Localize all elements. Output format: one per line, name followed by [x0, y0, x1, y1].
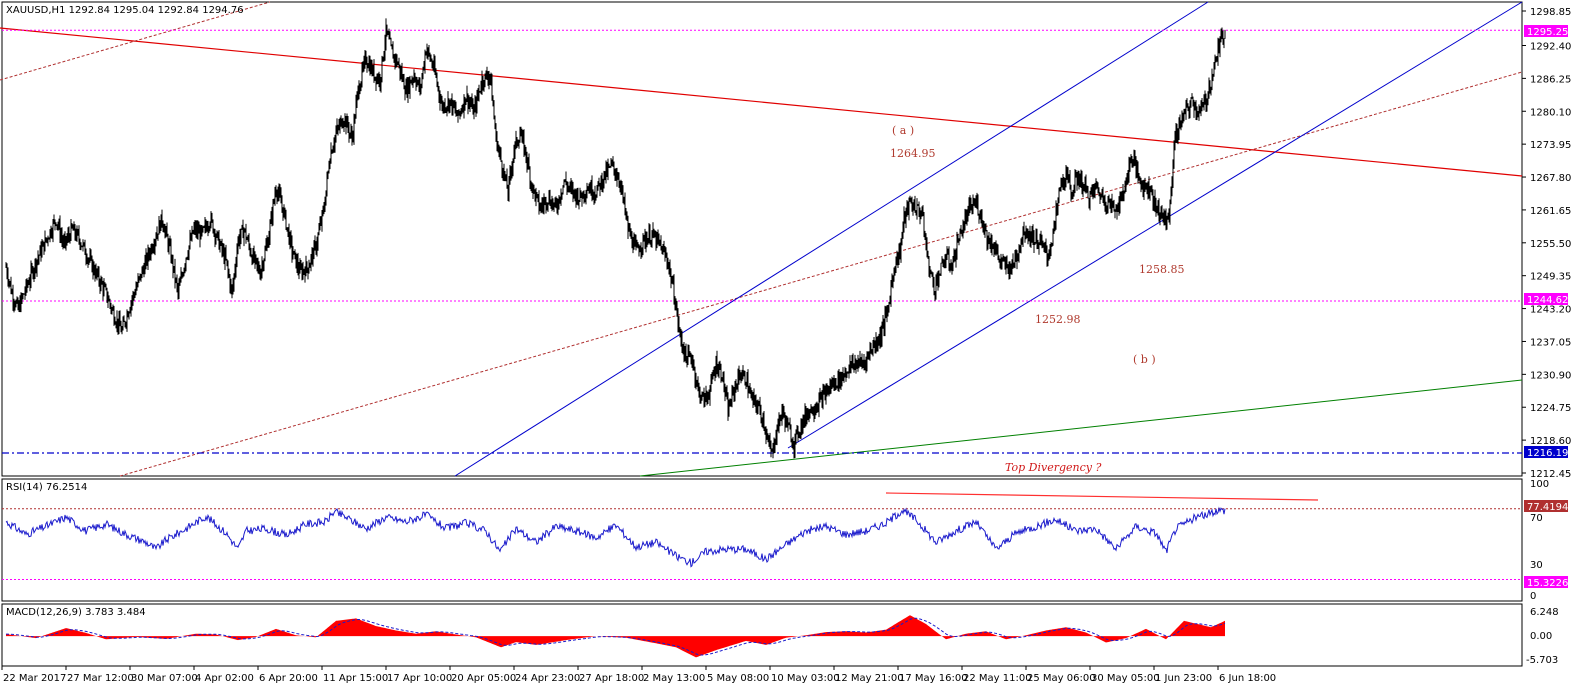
channel-lower-line	[787, 1, 1523, 449]
time-tick-label: 10 May 03:00	[771, 673, 840, 684]
time-tick-label: 27 Apr 18:00	[579, 673, 644, 684]
price-tick-label: 1249.35	[1530, 272, 1571, 283]
price-tick-label: 1273.95	[1530, 140, 1571, 151]
time-tick-label: 24 Apr 23:00	[515, 673, 580, 684]
rsi-panel-frame	[1, 478, 1523, 602]
rsi-tick-30: 30	[1530, 560, 1543, 571]
dashed-trendline-top-left	[0, 1, 271, 81]
time-tick-label: 22 May 11:00	[963, 673, 1032, 684]
price-tick-label: 1255.50	[1530, 239, 1571, 250]
price-tick-label: 1237.05	[1530, 337, 1571, 348]
price-tick-label: 1292.40	[1530, 41, 1571, 52]
time-tick-label: 2 May 13:00	[643, 673, 705, 684]
price-candles	[5, 18, 1226, 459]
rsi-axis: 100 70 30 0	[1530, 479, 1549, 602]
rsi-badge-high: 77.4194	[1524, 500, 1568, 513]
macd-panel[interactable]: MACD(12,26,9) 3.783 3.484	[1, 603, 1523, 667]
rsi-panel[interactable]: RSI(14) 76.2514	[1, 478, 1523, 602]
price-badge-1295: 1295.25	[1524, 25, 1568, 38]
time-tick-label: 25 May 06:00	[1027, 673, 1096, 684]
time-tick-label: 1 Jun 23:00	[1155, 673, 1212, 684]
symbol-header: XAUUSD,H1 1292.84 1295.04 1292.84 1294.7…	[6, 5, 244, 16]
time-tick-label: 4 Apr 02:00	[195, 673, 254, 684]
rsi-tick-70: 70	[1530, 513, 1543, 524]
rsi-tick-100: 100	[1530, 479, 1549, 490]
price-tick-label: 1286.25	[1530, 74, 1571, 85]
green-trendline	[639, 379, 1523, 477]
time-tick-label: 11 Apr 15:00	[323, 673, 388, 684]
price-tick-label: 1298.85	[1530, 7, 1571, 18]
price-panel-frame	[1, 1, 1523, 477]
price-tick-label: 1261.65	[1530, 206, 1571, 217]
time-tick-label: 17 Apr 10:00	[387, 673, 452, 684]
price-badge-1216: 1216.19	[1524, 446, 1568, 459]
price-tick-label: 1224.75	[1530, 403, 1571, 414]
badge-1244-text: 1244.62	[1527, 295, 1568, 306]
macd-tick-high: 6.248	[1530, 607, 1559, 618]
price-label-1252: 1252.98	[1035, 313, 1081, 326]
time-tick-label: 27 Mar 12:00	[67, 673, 134, 684]
macd-tick-low: -5.703	[1526, 655, 1558, 666]
price-tick-label: 1243.20	[1530, 305, 1571, 316]
price-tick-label: 1267.80	[1530, 173, 1571, 184]
wave-a-label: ( a )	[892, 124, 914, 137]
time-tick-label: 6 Apr 20:00	[259, 673, 318, 684]
rsi-header: RSI(14) 76.2514	[6, 482, 87, 493]
rsi-line	[5, 506, 1226, 568]
macd-panel-frame	[1, 603, 1523, 667]
wave-b-label: ( b )	[1133, 353, 1156, 366]
macd-signal-line	[6, 617, 1226, 656]
macd-header: MACD(12,26,9) 3.783 3.484	[6, 607, 146, 618]
price-panel[interactable]: XAUUSD,H1 1292.84 1295.04 1292.84 1294.7…	[0, 1, 1523, 477]
price-label-1258: 1258.85	[1139, 263, 1185, 276]
badge-1295-text: 1295.25	[1527, 27, 1568, 38]
price-tick-label: 1230.90	[1530, 370, 1571, 381]
price-tick-label: 1212.45	[1530, 469, 1571, 480]
time-tick-label: 22 Mar 2017	[3, 673, 66, 684]
channel-upper-line	[454, 1, 1209, 477]
macd-histogram	[6, 615, 1225, 658]
price-axis[interactable]: 1298.85 1292.40 1286.25 1280.10 1273.95 1267.…	[1522, 7, 1571, 480]
time-tick-label: 17 May 16:00	[899, 673, 968, 684]
trendlines	[0, 1, 1523, 477]
rsi-badge-low: 15.3226	[1524, 576, 1568, 589]
time-tick-label: 5 May 08:00	[707, 673, 769, 684]
badge-1216-text: 1216.19	[1527, 448, 1568, 459]
price-label-1264: 1264.95	[890, 147, 936, 160]
rsi-badge-high-text: 77.4194	[1527, 502, 1568, 513]
macd-axis: 6.248 0.00 -5.703	[1526, 607, 1559, 666]
macd-tick-zero: 0.00	[1530, 631, 1552, 642]
time-tick-label: 6 Jun 18:00	[1219, 673, 1276, 684]
red-trendline	[0, 27, 1523, 177]
rsi-tick-0: 0	[1530, 591, 1536, 602]
time-tick-label: 30 Mar 07:00	[131, 673, 198, 684]
rsi-badge-low-text: 15.3226	[1527, 578, 1568, 589]
divergence-label: Top Divergency ?	[1005, 461, 1101, 474]
time-tick-label: 30 May 05:00	[1091, 673, 1160, 684]
price-badge-1244: 1244.62	[1524, 293, 1568, 306]
price-tick-label: 1280.10	[1530, 107, 1571, 118]
dashed-trendline-long	[119, 71, 1523, 477]
time-tick-label: 20 Apr 05:00	[451, 673, 516, 684]
time-tick-label: 12 May 21:00	[835, 673, 904, 684]
price-tick-label: 1218.60	[1530, 436, 1571, 447]
rsi-divergence-line	[885, 492, 1319, 501]
